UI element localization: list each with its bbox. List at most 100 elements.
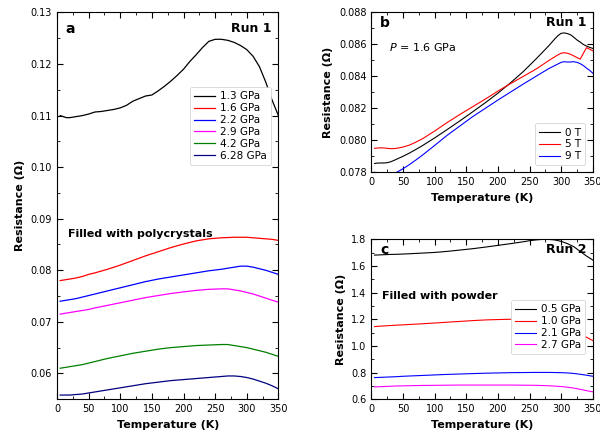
9 T	[520, 82, 527, 87]
0 T	[469, 109, 476, 115]
5 T	[561, 50, 568, 55]
9 T	[570, 59, 577, 64]
2.7 GPa	[374, 384, 382, 389]
1.0 GPa	[564, 324, 571, 330]
6.28 GPa	[243, 375, 250, 380]
5 T	[383, 146, 391, 151]
1.6 GPa	[116, 262, 124, 268]
6.28 GPa	[60, 392, 67, 398]
1.3 GPa	[155, 88, 162, 94]
2.7 GPa	[577, 387, 584, 392]
9 T	[583, 66, 590, 71]
5 T	[570, 53, 577, 58]
2.1 GPa	[431, 372, 438, 378]
Line: 6.28 GPa: 6.28 GPa	[60, 376, 278, 395]
Line: 2.9 GPa: 2.9 GPa	[60, 289, 278, 314]
9 T	[589, 70, 596, 76]
1.0 GPa	[520, 317, 527, 322]
1.3 GPa	[199, 45, 206, 50]
1.0 GPa	[507, 317, 514, 322]
2.9 GPa	[79, 308, 86, 313]
9 T	[444, 132, 451, 138]
0 T	[371, 161, 378, 166]
0.5 GPa	[406, 251, 413, 256]
2.9 GPa	[268, 297, 275, 303]
2.2 GPa	[79, 294, 86, 300]
2.7 GPa	[583, 388, 590, 393]
2.2 GPa	[237, 264, 244, 269]
2.9 GPa	[155, 293, 162, 298]
1.6 GPa	[167, 245, 175, 250]
0 T	[406, 150, 413, 156]
0 T	[561, 30, 568, 36]
2.9 GPa	[91, 305, 98, 310]
4.2 GPa	[243, 345, 250, 350]
1.0 GPa	[406, 322, 413, 327]
2.9 GPa	[243, 290, 250, 295]
Line: 0 T: 0 T	[374, 33, 593, 164]
4.2 GPa	[250, 347, 257, 352]
0.5 GPa	[482, 244, 489, 250]
1.3 GPa	[63, 115, 70, 120]
1.6 GPa	[268, 237, 275, 242]
2.2 GPa	[155, 277, 162, 282]
1.3 GPa	[262, 79, 269, 85]
2.2 GPa	[230, 264, 238, 270]
9 T	[561, 59, 568, 64]
0 T	[390, 158, 397, 163]
0.5 GPa	[457, 248, 464, 253]
1.0 GPa	[393, 322, 400, 328]
5 T	[371, 146, 378, 151]
9 T	[387, 173, 394, 178]
2.9 GPa	[85, 307, 92, 312]
4.2 GPa	[224, 342, 232, 347]
9 T	[545, 66, 552, 71]
2.7 GPa	[589, 389, 596, 395]
6.28 GPa	[250, 376, 257, 382]
1.0 GPa	[469, 318, 476, 323]
2.7 GPa	[371, 384, 378, 390]
2.7 GPa	[380, 384, 388, 389]
5 T	[374, 145, 382, 151]
2.2 GPa	[130, 282, 137, 287]
0 T	[564, 31, 571, 36]
5 T	[412, 140, 419, 145]
0.5 GPa	[557, 239, 565, 244]
6.28 GPa	[205, 375, 212, 380]
0.5 GPa	[418, 250, 425, 256]
1.6 GPa	[66, 277, 73, 282]
9 T	[586, 68, 593, 73]
6.28 GPa	[116, 385, 124, 391]
0.5 GPa	[380, 252, 388, 257]
5 T	[532, 66, 539, 72]
1.3 GPa	[98, 109, 105, 114]
6.28 GPa	[167, 378, 175, 383]
2.2 GPa	[116, 285, 124, 290]
2.2 GPa	[104, 288, 111, 293]
1.3 GPa	[250, 54, 257, 59]
2.7 GPa	[431, 383, 438, 388]
2.1 GPa	[374, 375, 382, 380]
5 T	[393, 146, 400, 151]
9 T	[383, 173, 391, 178]
9 T	[377, 173, 385, 178]
0 T	[377, 160, 385, 165]
0 T	[545, 43, 552, 49]
1.0 GPa	[577, 331, 584, 336]
9 T	[482, 106, 489, 111]
5 T	[545, 58, 552, 63]
6.28 GPa	[275, 386, 282, 392]
1.6 GPa	[205, 236, 212, 241]
1.3 GPa	[56, 113, 64, 118]
4.2 GPa	[180, 344, 187, 349]
9 T	[567, 59, 574, 65]
2.1 GPa	[482, 371, 489, 376]
2.7 GPa	[507, 382, 514, 388]
9 T	[400, 166, 407, 171]
Line: 4.2 GPa: 4.2 GPa	[60, 344, 278, 368]
5 T	[380, 145, 388, 151]
6.28 GPa	[268, 383, 275, 388]
5 T	[567, 52, 574, 57]
1.0 GPa	[444, 319, 451, 325]
2.7 GPa	[393, 383, 400, 388]
